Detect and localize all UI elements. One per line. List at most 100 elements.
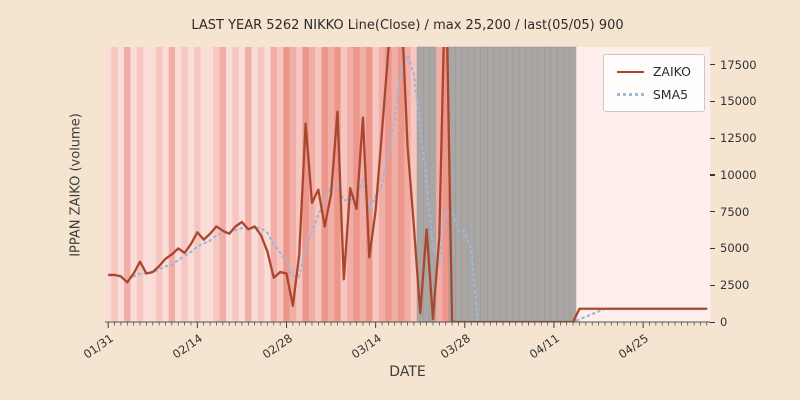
background-band <box>697 47 705 322</box>
no-data-band <box>569 46 577 323</box>
y-tick-label: 5000 <box>720 241 750 256</box>
background-band <box>283 47 291 322</box>
legend-label: ZAIKO <box>652 64 691 79</box>
background-band <box>627 47 634 322</box>
y-tick-mark <box>710 247 715 250</box>
legend-entry-sma5: SMA5 <box>616 87 691 102</box>
plot-area <box>105 46 711 328</box>
sma5-line-sample-icon <box>616 93 644 96</box>
legend-entry-zaiko: ZAIKO <box>616 64 691 79</box>
no-data-band <box>474 46 482 323</box>
background-band <box>136 47 144 322</box>
y-tick-mark <box>710 321 715 323</box>
background-band <box>366 47 373 322</box>
background-band <box>200 47 208 322</box>
background-band <box>347 47 354 322</box>
y-tick-label: 12500 <box>720 131 757 146</box>
y-tick-mark <box>710 64 715 66</box>
background-band <box>614 47 622 322</box>
background-band <box>124 47 131 322</box>
chart-title: LAST YEAR 5262 NIKKO Line(Close) / max 2… <box>191 18 624 33</box>
background-band <box>168 47 176 322</box>
background-band <box>308 47 316 322</box>
background-band <box>143 47 150 322</box>
background-band <box>340 47 348 322</box>
background-band <box>149 47 157 322</box>
x-tick-label: 02/14 <box>170 331 206 362</box>
no-data-band <box>525 46 533 323</box>
background-band <box>633 47 641 322</box>
y-tick-label: 7500 <box>720 204 750 219</box>
background-band <box>353 47 361 322</box>
x-axis-label: DATE <box>389 364 426 380</box>
background-band <box>671 47 679 322</box>
background-band <box>302 47 310 322</box>
zaiko-line <box>108 47 707 322</box>
background-band <box>359 47 367 322</box>
background-band <box>665 47 673 322</box>
background-band <box>595 47 603 322</box>
zaiko-line-sample-icon <box>616 70 644 73</box>
y-tick-label: 15000 <box>720 94 757 109</box>
background-band <box>582 47 590 322</box>
background-band <box>608 47 615 322</box>
x-tick-label: 04/11 <box>526 331 562 362</box>
legend-label: SMA5 <box>652 87 689 102</box>
background-band <box>155 47 163 322</box>
background-band <box>257 47 265 322</box>
y-axis-ticks: 0 2500 5000 7500 10000 12500 15000 17500 <box>710 47 800 329</box>
background-band <box>251 47 259 322</box>
no-data-band <box>486 46 495 323</box>
no-data-band <box>512 46 520 323</box>
background-band <box>238 47 246 322</box>
background-band <box>270 47 278 322</box>
background-band <box>601 47 609 322</box>
background-band <box>321 47 329 322</box>
background-band <box>690 47 698 322</box>
no-data-band <box>563 46 571 323</box>
background-band <box>397 47 405 322</box>
y-tick-label: 10000 <box>720 167 757 182</box>
y-tick-mark <box>710 174 715 176</box>
background-band <box>652 47 660 322</box>
background-band <box>130 47 138 322</box>
x-tick-label: 03/28 <box>437 331 473 362</box>
no-data-band <box>537 46 546 323</box>
background-band <box>391 47 399 322</box>
y-tick-mark <box>710 284 715 286</box>
no-data-band <box>480 46 488 323</box>
background-band <box>442 47 450 322</box>
background-band <box>296 47 303 322</box>
background-band <box>703 47 711 322</box>
y-tick-label: 2500 <box>720 278 750 293</box>
background-band <box>576 47 584 322</box>
no-data-band <box>556 46 565 323</box>
y-axis-label: IPPAN ZAIKO (volume) <box>68 113 84 257</box>
y-tick-mark <box>710 100 715 103</box>
background-band <box>646 47 654 322</box>
background-band <box>194 47 201 322</box>
background-band <box>226 47 233 322</box>
y-tick-label: 17500 <box>720 57 757 72</box>
background-band <box>213 47 221 322</box>
no-data-band <box>544 46 552 323</box>
no-data-band <box>505 46 514 323</box>
background-band <box>289 47 297 322</box>
background-band <box>659 47 666 322</box>
y-tick-mark <box>710 137 715 139</box>
background-band <box>639 47 647 322</box>
no-data-band <box>499 46 507 323</box>
background-band <box>117 47 125 322</box>
no-data-band <box>550 46 558 323</box>
background-band <box>385 47 392 322</box>
background-band <box>372 47 380 322</box>
background-band <box>175 47 182 322</box>
background-band <box>219 47 227 322</box>
no-data-band <box>518 46 526 323</box>
background-band <box>410 47 418 322</box>
x-tick-label: 04/25 <box>615 331 652 362</box>
legend: ZAIKO SMA5 <box>602 54 705 112</box>
background-band <box>206 47 214 322</box>
background-band <box>264 47 271 322</box>
